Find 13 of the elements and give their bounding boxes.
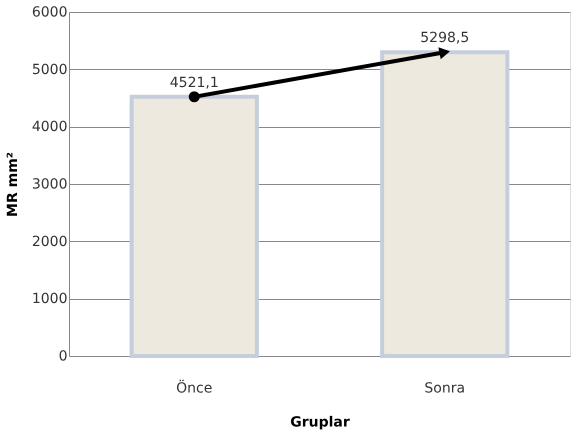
y-tick-label: 4000 <box>32 119 68 136</box>
y-tick-label: 3000 <box>32 176 68 192</box>
y-axis-title: MR mm² <box>4 152 21 217</box>
y-tick-label: 0 <box>58 348 68 364</box>
y-tick-label: 5000 <box>32 62 68 78</box>
x-tick-label: Sonra <box>424 380 466 396</box>
y-tick-label: 2000 <box>32 234 68 250</box>
data-label: 4521,1 <box>170 74 219 91</box>
data-label: 5298,5 <box>420 30 470 46</box>
y-tick-label: 6000 <box>32 4 68 20</box>
y-tick-label: 1000 <box>32 291 68 308</box>
x-axis-title: Gruplar <box>290 414 350 430</box>
x-tick-label: Önce <box>176 380 212 396</box>
